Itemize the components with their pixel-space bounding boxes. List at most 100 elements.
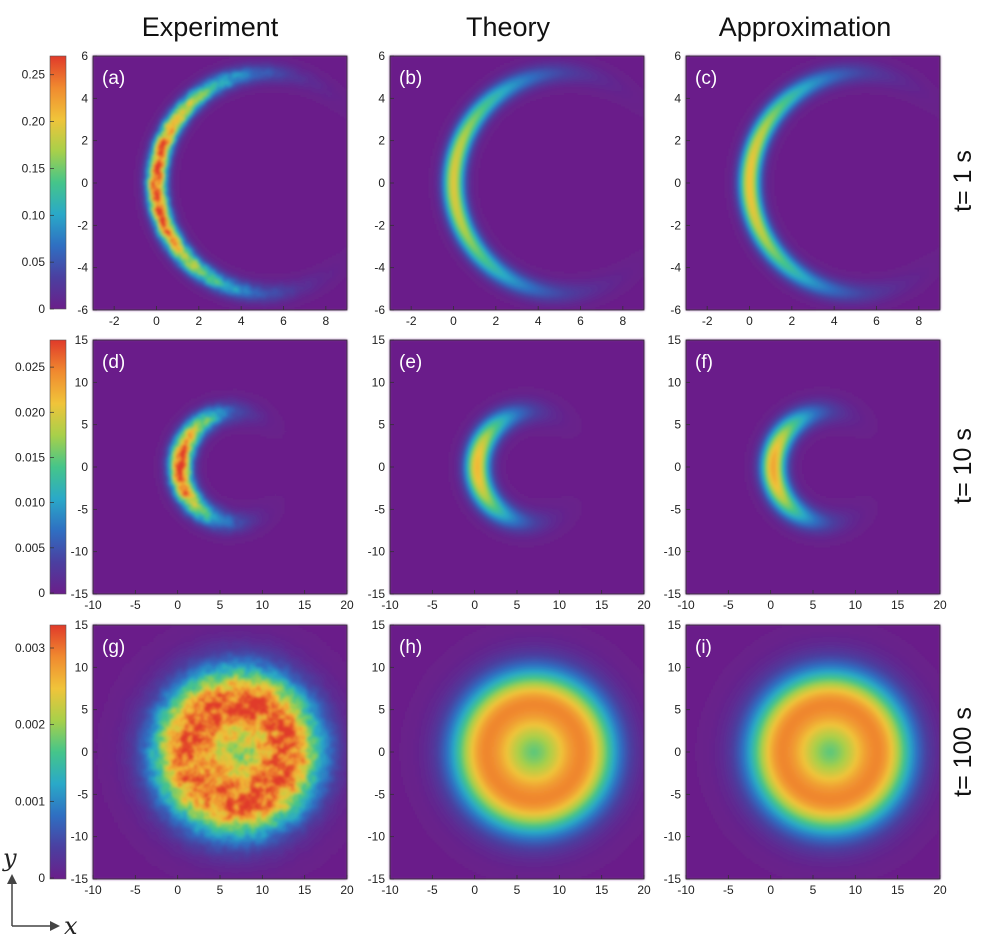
y-tick-label: -2 (77, 218, 88, 232)
colorbar-row-3 (49, 624, 67, 880)
panel-label: (d) (102, 352, 125, 373)
heatmap-image (93, 56, 347, 310)
y-arrowhead-icon (7, 874, 17, 884)
x-tick-label: 5 (514, 883, 521, 897)
y-tick-label: -15 (368, 587, 386, 601)
y-tick-label: 2 (674, 134, 681, 148)
y-tick-label: -6 (374, 303, 385, 317)
y-tick-label: -5 (374, 502, 385, 516)
x-tick-label: 5 (217, 598, 224, 612)
y-tick-label: 5 (81, 703, 88, 717)
panel-label: (b) (399, 68, 422, 89)
row-label-t100: t= 100 s (949, 707, 977, 797)
panel-label: (f) (695, 352, 713, 373)
x-tick-label: 0 (174, 883, 181, 897)
y-tick-label: 15 (372, 333, 386, 347)
heatmap-image (686, 56, 940, 310)
x-tick-label: 0 (174, 598, 181, 612)
y-tick-label: 0 (674, 745, 681, 759)
y-tick-label: -15 (71, 872, 89, 886)
y-tick-label: 10 (668, 375, 682, 389)
panel-c: (c) -2 0 2 4 6 8 6 4 2 0 -2 -4 -6 (670, 49, 941, 328)
y-axis-variable: y (2, 844, 17, 872)
x-tick-label: 5 (514, 598, 521, 612)
x-axis-variable: x (64, 912, 78, 938)
y-tick-label: 15 (668, 618, 682, 632)
x-tick-label: 4 (535, 314, 542, 328)
colorbar-tick-label: 0.002 (15, 718, 45, 732)
y-tick-label: 5 (378, 703, 385, 717)
y-tick-label: -2 (670, 218, 681, 232)
x-tick-label: 8 (619, 314, 626, 328)
heatmap-image (390, 340, 644, 594)
x-tick-label: 10 (553, 598, 567, 612)
colorbar-tick-label: 0.20 (22, 115, 46, 129)
y-tick-label: -10 (368, 830, 386, 844)
column-title-theory: Theory (466, 12, 551, 42)
panel-label: (e) (399, 352, 422, 373)
heatmap-image (686, 340, 940, 594)
colorbar-tick-label: 0.010 (15, 496, 45, 510)
y-tick-label: 2 (81, 134, 88, 148)
colorbar-tick-label: 0.05 (22, 255, 46, 269)
x-tick-label: -10 (677, 598, 695, 612)
y-tick-label: -10 (71, 830, 89, 844)
panel-a: (a) -2 0 2 4 6 8 6 4 2 0 -2 -4 -6 (77, 49, 348, 328)
y-tick-label: 15 (75, 618, 89, 632)
x-tick-label: -10 (677, 883, 695, 897)
x-tick-label: 4 (831, 314, 838, 328)
colorbar-tick-label: 0.015 (15, 450, 45, 464)
y-tick-label: 0 (81, 176, 88, 190)
colorbar-tick-label: 0.25 (22, 68, 46, 82)
colorbar-tick-label: 0.003 (15, 641, 45, 655)
x-tick-label: 6 (577, 314, 584, 328)
colorbar-tick-label: 0 (38, 302, 45, 316)
y-tick-label: 6 (81, 49, 88, 63)
x-tick-label: 10 (256, 598, 270, 612)
x-tick-label: -10 (84, 598, 102, 612)
x-tick-label: 2 (788, 314, 795, 328)
y-tick-label: -4 (670, 261, 681, 275)
colorbar-row-2 (49, 339, 67, 595)
y-tick-label: 0 (81, 745, 88, 759)
y-tick-label: -4 (77, 261, 88, 275)
y-tick-label: 10 (75, 375, 89, 389)
x-tick-label: 5 (217, 883, 224, 897)
y-tick-label: 5 (378, 418, 385, 432)
column-title-experiment: Experiment (142, 12, 279, 42)
y-tick-label: 0 (81, 460, 88, 474)
y-tick-label: 2 (378, 134, 385, 148)
y-tick-label: -5 (670, 787, 681, 801)
heatmap-image (390, 625, 644, 879)
y-tick-label: -10 (71, 545, 89, 559)
x-tick-label: 0 (767, 883, 774, 897)
x-tick-label: 4 (238, 314, 245, 328)
heatmap-image (686, 625, 940, 879)
x-tick-label: -2 (109, 314, 120, 328)
y-tick-label: -10 (664, 545, 682, 559)
x-tick-label: 0 (746, 314, 753, 328)
y-tick-label: -10 (664, 830, 682, 844)
y-tick-label: 10 (372, 375, 386, 389)
x-tick-label: 10 (553, 883, 567, 897)
y-tick-label: 10 (372, 660, 386, 674)
x-tick-label: 15 (891, 598, 905, 612)
panel-label: (c) (695, 68, 717, 89)
panel-b: (b) -2 0 2 4 6 8 6 4 2 0 -2 -4 -6 (374, 49, 645, 328)
y-tick-label: -15 (71, 587, 89, 601)
x-tick-label: 6 (280, 314, 287, 328)
x-tick-label: 0 (450, 314, 457, 328)
x-tick-label: 5 (810, 883, 817, 897)
x-tick-label: 20 (933, 598, 947, 612)
colorbar-tick-label: 0.15 (22, 161, 46, 175)
x-tick-label: -10 (381, 883, 399, 897)
x-tick-label: 20 (637, 883, 651, 897)
x-tick-label: -5 (723, 883, 734, 897)
x-tick-label: -5 (130, 883, 141, 897)
x-tick-label: 5 (810, 598, 817, 612)
colorbar-tick-label: 0.020 (15, 405, 45, 419)
x-tick-label: 10 (849, 598, 863, 612)
x-tick-label: 20 (637, 598, 651, 612)
